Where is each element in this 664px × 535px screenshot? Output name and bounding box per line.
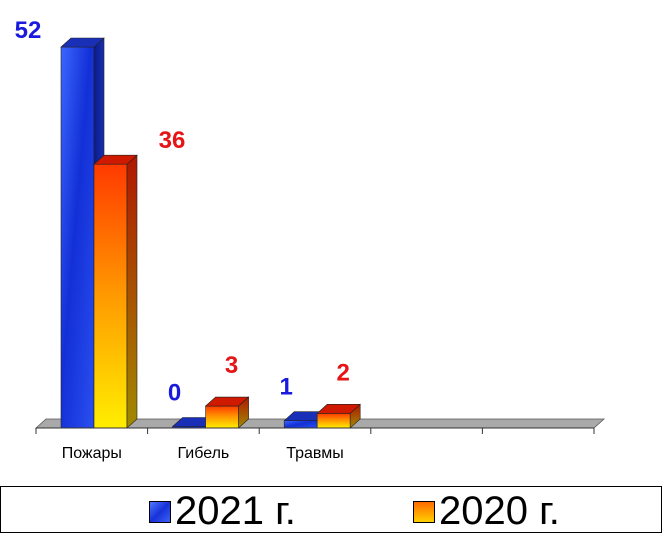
bar-top-2020 xyxy=(204,396,250,407)
x-tick-label: Пожары xyxy=(62,445,122,462)
bar-top-2020 xyxy=(93,154,138,165)
bar-chart: 52 36 0 3 1 2 Пожары Гибель Травмы xyxy=(15,17,606,462)
data-label: 52 xyxy=(15,17,42,44)
data-label: 1 xyxy=(280,374,293,401)
x-tick-label: Гибель xyxy=(178,445,230,462)
legend-swatch-2021 xyxy=(149,500,171,523)
data-label: 2 xyxy=(337,359,350,386)
legend-item-2021: 2021 г. xyxy=(149,489,296,534)
legend-label-2020: 2020 г. xyxy=(439,489,560,533)
bar-2020 xyxy=(93,163,128,429)
legend-item-2020: 2020 г. xyxy=(413,489,560,534)
legend-label-2021: 2021 г. xyxy=(175,489,296,533)
bar-2021 xyxy=(283,420,318,429)
bar-2021 xyxy=(60,46,95,429)
legend-swatch-2020 xyxy=(413,500,435,523)
bar-2020 xyxy=(205,405,239,429)
data-label: 0 xyxy=(168,380,181,407)
data-labels-group: 52 36 0 3 1 2 xyxy=(15,17,350,407)
bar-top-2021 xyxy=(60,37,105,48)
bars-group xyxy=(60,37,361,429)
data-label: 3 xyxy=(225,352,238,379)
bar-2020 xyxy=(316,413,351,429)
data-label: 36 xyxy=(159,127,186,154)
bar-side-2020 xyxy=(126,154,138,429)
x-axis: Пожары Гибель Травмы xyxy=(35,427,595,462)
legend: 2021 г. 2020 г. xyxy=(0,486,662,533)
x-tick-label: Травмы xyxy=(286,445,344,462)
bar-top-2020 xyxy=(316,404,361,414)
